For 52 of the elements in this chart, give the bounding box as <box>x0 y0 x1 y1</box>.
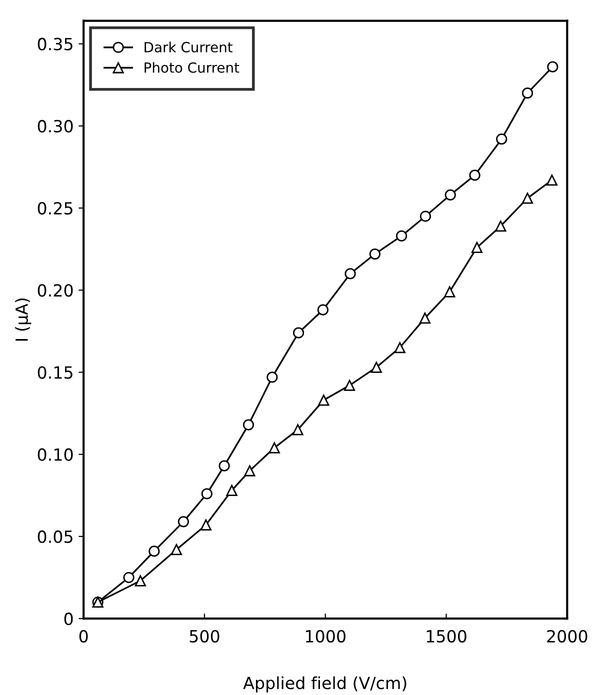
point <box>134 575 146 586</box>
y-axis-title: I (µA) <box>15 298 32 341</box>
y-tick-label: 0.05 <box>38 530 72 544</box>
x-tick-label: 2000 <box>547 630 588 643</box>
x-tick-label: 500 <box>190 630 220 643</box>
y-tick-label: 0.20 <box>38 284 73 297</box>
legend-label: Photo Current <box>144 62 240 73</box>
point <box>444 189 456 200</box>
x-tick-label: 1500 <box>426 630 466 643</box>
point <box>200 519 212 531</box>
point <box>496 134 508 145</box>
point <box>344 380 356 391</box>
point <box>369 248 380 260</box>
point <box>419 312 431 324</box>
point <box>292 327 304 338</box>
legend-label: Dark Current <box>144 42 232 52</box>
point <box>178 516 189 528</box>
point <box>522 88 534 99</box>
point <box>242 419 254 430</box>
y-tick-label: 0 <box>64 612 73 626</box>
point <box>266 372 278 383</box>
x-tick-label: 1000 <box>306 630 346 643</box>
point <box>547 61 558 72</box>
point <box>495 220 506 232</box>
point <box>170 544 182 556</box>
y-tick-label: 0.25 <box>38 202 72 215</box>
point <box>344 268 356 280</box>
x-axis-title: Applied field (V/cm) <box>243 676 406 692</box>
point <box>317 304 329 316</box>
point <box>226 484 238 496</box>
point <box>268 442 280 454</box>
point <box>546 174 558 186</box>
x-tick-label: 0 <box>79 630 88 643</box>
point <box>522 192 534 204</box>
point <box>396 230 408 242</box>
y-tick-label: 0.15 <box>38 366 72 379</box>
point <box>444 286 456 298</box>
point <box>420 210 432 222</box>
point <box>471 242 483 254</box>
point <box>201 488 212 500</box>
point <box>394 342 406 354</box>
point <box>148 546 160 557</box>
y-tick-label: 0.35 <box>38 38 72 50</box>
point <box>244 465 256 476</box>
point <box>218 460 230 472</box>
y-tick-label: 0.10 <box>38 448 73 461</box>
point <box>123 572 134 584</box>
point <box>370 362 382 373</box>
y-tick-label: 0.30 <box>38 120 73 133</box>
point <box>469 170 480 181</box>
point <box>318 394 330 406</box>
point <box>292 424 304 436</box>
